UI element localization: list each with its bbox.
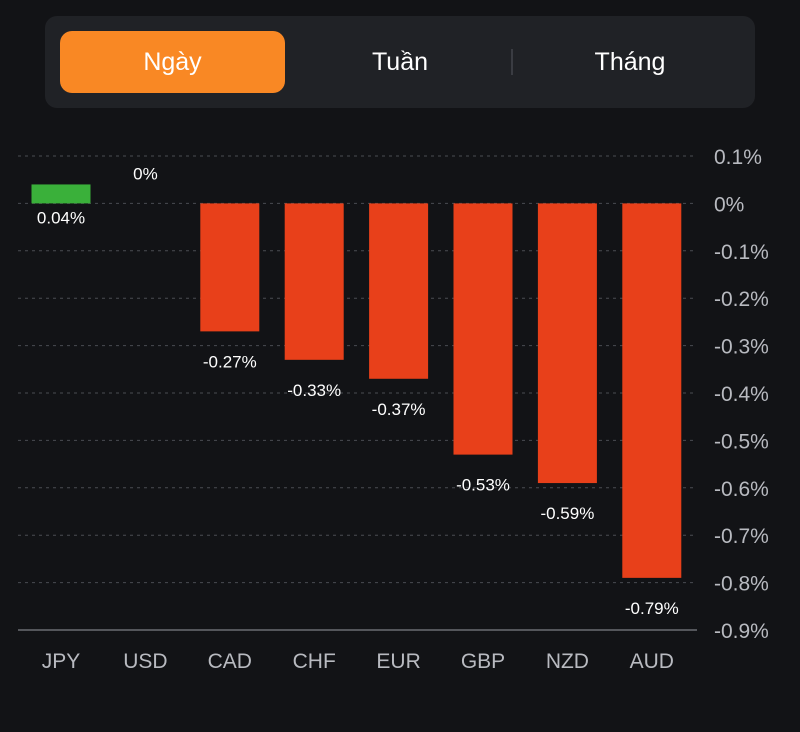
x-tick-label: USD [123,650,167,673]
data-label: 0.04% [37,208,85,227]
tab-day[interactable]: Ngày [60,31,285,93]
x-tick-label: JPY [42,650,81,673]
data-label: -0.53% [456,476,510,495]
bar [622,203,682,578]
bar [200,203,260,332]
y-tick-label: -0.3% [714,336,769,359]
tab-month[interactable]: Tháng [594,48,666,76]
data-label: -0.27% [203,352,257,371]
data-label: -0.37% [372,400,426,419]
data-label: 0% [133,164,158,183]
y-tick-label: -0.4% [714,383,769,406]
tab-separator [511,49,513,75]
y-tick-label: -0.6% [714,478,769,501]
bar [369,203,429,379]
x-tick-label: AUD [630,650,674,673]
bar [453,203,513,455]
tab-week[interactable]: Tuần [371,48,429,76]
bar [284,203,344,360]
x-tick-label: GBP [461,650,505,673]
y-tick-label: -0.7% [714,525,769,548]
x-tick-label: CAD [208,650,252,673]
y-tick-label: -0.5% [714,430,769,453]
data-label: -0.33% [287,381,341,400]
period-tabs: Ngày Tuần Tháng [45,16,755,108]
x-tick-label: NZD [546,650,589,673]
bar [537,203,597,484]
y-tick-label: 0.1% [714,146,762,169]
y-tick-label: -0.8% [714,573,769,596]
y-tick-label: -0.2% [714,288,769,311]
data-label: -0.59% [540,504,594,523]
bar [31,184,91,204]
x-tick-label: EUR [376,650,420,673]
y-tick-label: -0.1% [714,241,769,264]
y-tick-label: -0.9% [714,620,769,643]
x-tick-label: CHF [293,650,336,673]
y-tick-label: 0% [714,193,744,216]
data-label: -0.79% [625,599,679,618]
